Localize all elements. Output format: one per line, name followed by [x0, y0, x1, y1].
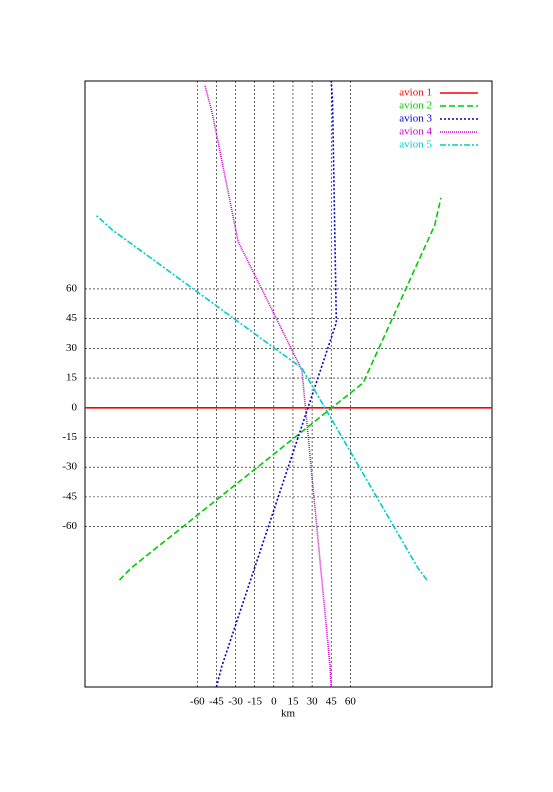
x-axis-label: km: [281, 708, 296, 720]
x-tick-label: 45: [326, 696, 338, 708]
y-tick-label: 15: [66, 372, 78, 384]
plot-frame: [84, 80, 493, 688]
y-tick-label: -15: [62, 431, 77, 443]
y-tick-label: -45: [62, 490, 77, 502]
y-tick-label: 45: [66, 312, 78, 324]
x-tick-label: 30: [307, 696, 319, 708]
y-tick-label: 0: [72, 401, 78, 413]
x-tick-label: 15: [287, 696, 299, 708]
x-tick-label: -45: [209, 696, 224, 708]
series-line: [118, 197, 442, 581]
legend-label: avion 3: [399, 113, 432, 125]
series-line: [215, 80, 338, 688]
y-tick-label: 30: [66, 342, 78, 354]
x-tick-label: -15: [247, 696, 262, 708]
legend-label: avion 5: [399, 139, 432, 151]
legend-label: avion 2: [399, 100, 432, 112]
y-tick-label: -60: [62, 520, 77, 532]
x-tick-label: -60: [190, 696, 205, 708]
x-tick-label: 60: [345, 696, 357, 708]
y-tick-label: 60: [66, 282, 78, 294]
series-line: [204, 84, 333, 688]
legend-label: avion 4: [399, 126, 432, 138]
x-tick-label: -30: [228, 696, 243, 708]
legend-label: avion 1: [399, 87, 432, 99]
series-line: [95, 215, 428, 581]
y-tick-label: -30: [62, 461, 77, 473]
x-tick-label: 0: [271, 696, 277, 708]
